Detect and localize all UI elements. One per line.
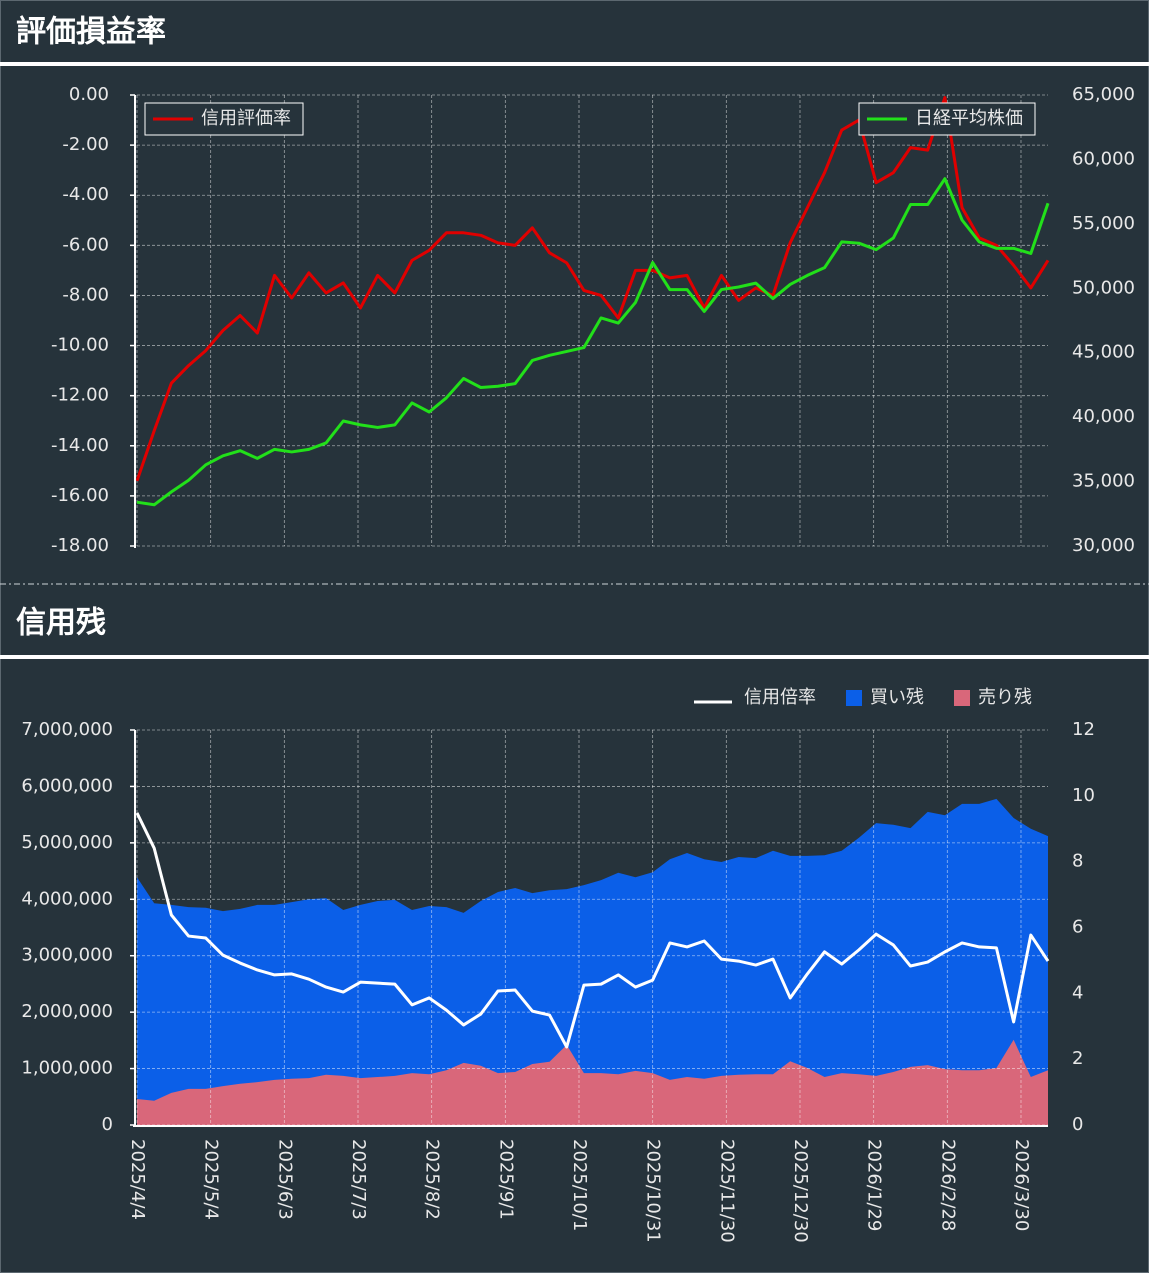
line (135, 96, 1050, 482)
legend: 信用倍率 買い残 売り残 (694, 687, 1032, 708)
y-tick-label: 6,000,000 (21, 775, 113, 796)
y2-tick-label: 4 (1072, 982, 1083, 1003)
legend-label: 売り残 (978, 687, 1032, 708)
legend: 日経平均株価 (858, 102, 1036, 136)
y2-tick-label: 6 (1072, 917, 1083, 938)
y2-tick-label: 45,000 (1072, 342, 1135, 363)
y2-tick-label: 55,000 (1072, 213, 1135, 234)
y2-tick-label: 8 (1072, 851, 1083, 872)
header-rule (0, 655, 1149, 659)
header-rule (0, 62, 1149, 66)
x-tick-label: 2026/1/29 (864, 1139, 885, 1231)
x-tick-label: 2026/2/28 (937, 1139, 958, 1231)
y2-tick-label: 0 (1072, 1114, 1083, 1135)
legend-label: 信用評価率 (201, 108, 291, 129)
legend-label: 買い残 (870, 687, 924, 708)
legend: 信用評価率 (144, 102, 304, 136)
y-tick-label: 1,000,000 (21, 1058, 113, 1079)
y2-tick-label: 12 (1072, 719, 1095, 740)
y-tick-label: 0.00 (69, 84, 109, 105)
x-tick-label: 2025/4/4 (127, 1139, 148, 1220)
x-tick-label: 2025/9/1 (495, 1139, 516, 1220)
x-tick-label: 2025/5/4 (201, 1139, 222, 1220)
y-tick-label: 7,000,000 (21, 719, 113, 740)
y-tick-label: -8.00 (62, 284, 109, 305)
y2-tick-label: 65,000 (1072, 84, 1135, 105)
line (136, 177, 1050, 507)
y2-tick-label: 30,000 (1072, 535, 1135, 556)
x-tick-label: 2025/10/31 (643, 1139, 664, 1243)
y2-tick-label: 10 (1072, 785, 1095, 806)
y-tick-label: -16.00 (51, 485, 109, 506)
y-tick-label: -4.00 (62, 184, 109, 205)
y-tick-label: -6.00 (62, 234, 109, 255)
line (135, 812, 1050, 1049)
y-tick-label: -12.00 (51, 385, 109, 406)
y2-tick-label: 60,000 (1072, 148, 1135, 169)
y-tick-label: -2.00 (62, 134, 109, 155)
x-tick-label: 2025/6/3 (274, 1139, 295, 1220)
section-title: 信用残 (16, 606, 106, 641)
x-tick-label: 2025/10/1 (569, 1139, 590, 1231)
section-title: 評価損益率 (16, 15, 166, 50)
x-tick-label: 2025/11/30 (716, 1139, 737, 1243)
legend-swatch (846, 690, 862, 706)
y-tick-label: 3,000,000 (21, 945, 113, 966)
y-tick-label: 4,000,000 (21, 888, 113, 909)
legend-label: 信用倍率 (744, 687, 816, 708)
y-tick-label: 5,000,000 (21, 832, 113, 853)
y-tick-label: -18.00 (51, 535, 109, 556)
legend-label: 日経平均株価 (915, 108, 1023, 129)
x-tick-label: 2026/3/30 (1011, 1139, 1032, 1231)
area (137, 1039, 1048, 1125)
y-tick-label: 2,000,000 (21, 1001, 113, 1022)
x-tick-label: 2025/12/30 (790, 1139, 811, 1243)
y2-tick-label: 2 (1072, 1048, 1083, 1069)
y-tick-label: 0 (102, 1114, 113, 1135)
y-tick-label: -10.00 (51, 335, 109, 356)
legend-swatch (954, 690, 970, 706)
area (137, 798, 1048, 1125)
x-tick-label: 2025/8/2 (422, 1139, 443, 1220)
y2-tick-label: 35,000 (1072, 471, 1135, 492)
y2-tick-label: 40,000 (1072, 406, 1135, 427)
y2-tick-label: 50,000 (1072, 277, 1135, 298)
y-tick-label: -14.00 (51, 435, 109, 456)
x-tick-label: 2025/7/3 (348, 1139, 369, 1220)
